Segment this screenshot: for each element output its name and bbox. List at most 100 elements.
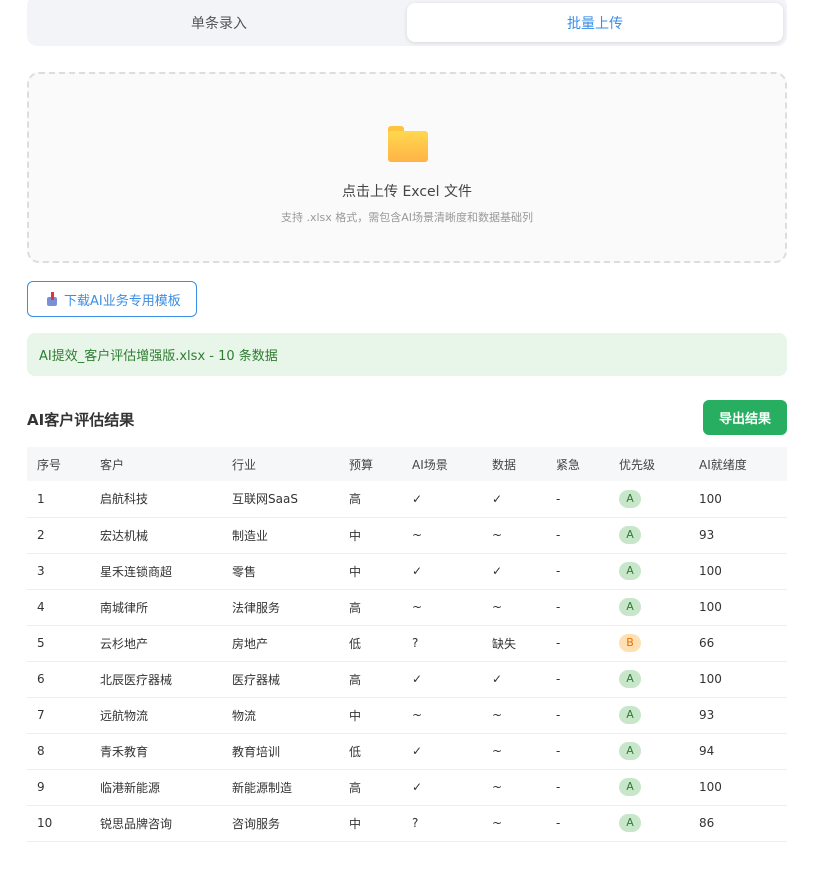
cell: 66 (689, 625, 787, 662)
download-template-button[interactable]: 下载AI业务专用模板 (27, 281, 197, 317)
cell: - (546, 697, 609, 734)
cell: 咨询服务 (222, 805, 339, 842)
cell: 100 (689, 553, 787, 590)
cell: 10 (27, 805, 90, 842)
column-header: AI就绪度 (689, 447, 787, 481)
cell: ~ (482, 697, 546, 734)
table-row: 3 星禾连锁商超 零售中 ✓ ✓ - A 100 (27, 553, 787, 590)
table-row: 4 南城律所 法律服务高 ~ ~ - A 100 (27, 589, 787, 626)
cell: 中 (339, 805, 402, 842)
cell: 5 (27, 625, 90, 662)
cell: ~ (482, 517, 546, 554)
column-header: 序号 (27, 447, 90, 481)
cell: 法律服务 (222, 589, 339, 626)
cell: B (609, 625, 689, 662)
cell: ? (402, 625, 482, 662)
cell: A (609, 553, 689, 590)
tab-batch-upload[interactable]: 批量上传 (407, 3, 783, 42)
tab-single-entry[interactable]: 单条录入 (191, 15, 247, 32)
results-table: 序号 客户 行业 预算 AI场景 数据 紧急 优先级 AI就绪度 1 启航科技 互联网SaaS 高 ✓ ✓… (27, 447, 787, 842)
cell: 云杉地产 (90, 625, 222, 662)
cell: ~ (482, 769, 546, 806)
cell: 宏达机械 (90, 517, 222, 554)
cell: A (609, 769, 689, 806)
upload-hint: 支持 .xlsx 格式，需包含AI场景清晰度和数据基础列 (280, 211, 534, 224)
cell: 高 (339, 661, 402, 698)
table-row: 2 宏达机械 制造业中 ~ ~ - A 93 (27, 517, 787, 554)
priority-badge: A (619, 489, 641, 508)
cell: 7 (27, 697, 90, 734)
priority-badge: A (619, 706, 641, 724)
download-icon (46, 292, 58, 306)
cell: 93 (689, 517, 787, 554)
cell: 缺失 (482, 625, 546, 662)
cell: - (546, 625, 609, 662)
cell: ✓ (482, 553, 546, 590)
cell: - (546, 481, 609, 518)
cell: 南城律所 (90, 589, 222, 626)
cell: ? (402, 805, 482, 842)
cell: 锐思品牌咨询 (90, 805, 222, 842)
priority-badge: B (619, 634, 641, 652)
download-template-label: 下载AI业务专用模板 (64, 293, 181, 309)
column-header: 数据 (482, 447, 546, 481)
cell: 远航物流 (90, 697, 222, 734)
cell: 新能源制造 (222, 769, 339, 806)
cell: 教育培训 (222, 733, 339, 770)
cell: 100 (689, 481, 787, 518)
cell: ~ (402, 589, 482, 626)
cell: ~ (482, 589, 546, 626)
cell: 零售 (222, 553, 339, 590)
cell: 中 (339, 697, 402, 734)
cell: 8 (27, 733, 90, 770)
cell: A (609, 481, 689, 518)
table-row: 1 启航科技 互联网SaaS 高 ✓ ✓ - A 100 (27, 481, 787, 518)
cell: - (546, 661, 609, 698)
cell: 医疗器械 (222, 661, 339, 698)
table-row: 10 锐思品牌咨询 咨询服务中? ~ - A 86 (27, 805, 787, 842)
column-header: 客户 (90, 447, 222, 481)
column-header: 优先级 (609, 447, 689, 481)
cell: 物流 (222, 697, 339, 734)
cell: 86 (689, 805, 787, 842)
priority-badge: A (619, 670, 641, 688)
cell: 93 (689, 697, 787, 734)
priority-badge: A (619, 526, 641, 544)
cell: ✓ (402, 481, 482, 518)
cell: 互联网SaaS (222, 481, 339, 518)
cell: A (609, 697, 689, 734)
column-header: 预算 (339, 447, 402, 481)
upload-title: 点击上传 Excel 文件 (342, 184, 472, 200)
cell: ✓ (402, 733, 482, 770)
cell: ✓ (482, 661, 546, 698)
table-header: 序号 客户 行业 预算 AI场景 数据 紧急 优先级 AI就绪度 (27, 447, 787, 481)
priority-badge: A (619, 742, 641, 760)
column-header: 行业 (222, 447, 339, 481)
cell: A (609, 733, 689, 770)
file-info-banner: AI提效_客户评估增强版.xlsx - 10 条数据 (27, 333, 787, 376)
export-button[interactable]: 导出结果 (703, 400, 787, 435)
cell: 100 (689, 769, 787, 806)
cell: 9 (27, 769, 90, 806)
cell: 2 (27, 517, 90, 554)
cell: 4 (27, 589, 90, 626)
cell: 启航科技 (90, 481, 222, 518)
table-row: 6 北辰医疗器械 医疗器械高 ✓ ✓ - A 100 (27, 661, 787, 698)
column-header: AI场景 (402, 447, 482, 481)
cell: ~ (482, 805, 546, 842)
table-row: 7 远航物流 物流中 ~ ~ - A 93 (27, 697, 787, 734)
cell: - (546, 553, 609, 590)
cell: 高 (339, 769, 402, 806)
cell: 低 (339, 733, 402, 770)
upload-dropzone[interactable]: 点击上传 Excel 文件 支持 .xlsx 格式，需包含AI场景清晰度和数据基… (27, 72, 787, 263)
folder-icon (388, 126, 428, 162)
cell: 3 (27, 553, 90, 590)
cell: 100 (689, 589, 787, 626)
cell: 星禾连锁商超 (90, 553, 222, 590)
cell: 高 (339, 481, 402, 518)
cell: ✓ (482, 481, 546, 518)
table-row: 9 临港新能源 新能源制造高 ✓ ~ - A 100 (27, 769, 787, 806)
cell: 1 (27, 481, 90, 518)
cell: 青禾教育 (90, 733, 222, 770)
priority-badge: A (619, 598, 641, 616)
